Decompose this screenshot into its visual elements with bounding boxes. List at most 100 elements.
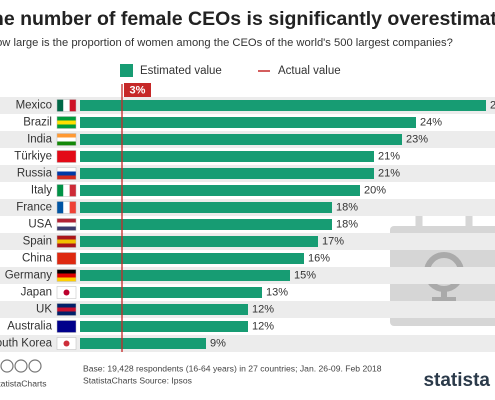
value-label: 18% xyxy=(336,218,358,230)
flag-part xyxy=(63,289,70,296)
bar xyxy=(80,117,416,128)
category-label: France xyxy=(16,202,52,214)
flag xyxy=(56,269,77,282)
flag-part xyxy=(57,320,76,325)
category-label: South Korea xyxy=(0,338,53,350)
bar xyxy=(80,168,374,179)
flag-part xyxy=(57,252,76,257)
category-label: UK xyxy=(36,304,52,316)
flag xyxy=(56,167,77,180)
flag-part xyxy=(57,235,76,240)
flag-part xyxy=(57,141,76,146)
value-label: 20% xyxy=(364,184,386,196)
flag-part xyxy=(69,201,76,214)
bar xyxy=(80,185,360,196)
flag xyxy=(56,303,77,316)
bar xyxy=(80,338,206,349)
flag-part xyxy=(63,340,70,347)
flag-part xyxy=(57,120,76,125)
flag-part xyxy=(57,256,76,261)
flag-part xyxy=(57,124,76,129)
flag-part xyxy=(57,307,76,312)
flag-part xyxy=(57,154,76,159)
value-label: 21% xyxy=(378,167,400,179)
value-label: 18% xyxy=(336,201,358,213)
flag-part xyxy=(57,99,64,112)
flag-border xyxy=(56,218,77,231)
flag-part xyxy=(57,116,76,121)
flag-part xyxy=(57,222,76,227)
value-label: 23% xyxy=(406,133,428,145)
flag xyxy=(56,286,77,299)
bar xyxy=(80,134,402,145)
flag-part xyxy=(57,273,76,278)
legend-label: Actual value xyxy=(278,65,341,77)
flag-part xyxy=(57,328,76,333)
flag-part xyxy=(57,184,64,197)
license-icons xyxy=(0,359,42,373)
flag xyxy=(56,99,77,112)
category-label: USA xyxy=(28,219,52,231)
reference-label-box xyxy=(124,83,151,97)
flag-part xyxy=(63,201,70,214)
chart-subtitle: How large is the proportion of women amo… xyxy=(0,37,453,49)
flag-part xyxy=(57,158,76,163)
flag-part xyxy=(57,303,76,308)
flag-border xyxy=(56,269,77,282)
value-label: 17% xyxy=(322,235,344,247)
flag-part xyxy=(57,324,76,329)
flag xyxy=(56,218,77,231)
flag-border xyxy=(56,320,77,333)
flag xyxy=(56,133,77,146)
flag xyxy=(56,150,77,163)
flag-part xyxy=(57,201,64,214)
value-label: 12% xyxy=(252,320,274,332)
value-label: 21% xyxy=(378,150,400,162)
category-label: Mexico xyxy=(16,100,52,112)
flag-part xyxy=(57,243,76,248)
flag xyxy=(56,337,77,350)
flag-border xyxy=(56,184,77,197)
flag-part xyxy=(69,99,76,112)
flag-part xyxy=(57,337,76,342)
flag-part xyxy=(57,260,76,265)
value-label: 13% xyxy=(266,286,288,298)
flag-part xyxy=(57,218,76,223)
flag xyxy=(56,235,77,248)
flag-border xyxy=(56,252,77,265)
flag-border xyxy=(56,133,77,146)
flag-border xyxy=(56,303,77,316)
flag-border xyxy=(56,116,77,129)
category-label: India xyxy=(27,134,53,146)
reference-label: 3% xyxy=(130,84,146,96)
flag-part xyxy=(57,171,76,176)
category-label: Russia xyxy=(17,168,53,180)
bar xyxy=(80,100,486,111)
chart-title: The number of female CEOs is significant… xyxy=(0,8,495,30)
flag-border xyxy=(56,167,77,180)
flag-part xyxy=(63,184,70,197)
bar xyxy=(80,304,248,315)
bar xyxy=(80,321,248,332)
bar xyxy=(80,236,318,247)
flag-part xyxy=(57,133,76,138)
flag-border xyxy=(56,99,77,112)
flag-border xyxy=(56,235,77,248)
category-label: Spain xyxy=(23,236,52,248)
bar xyxy=(80,253,304,264)
bar xyxy=(80,219,332,230)
bar xyxy=(80,270,290,281)
flag xyxy=(56,116,77,129)
flag xyxy=(56,320,77,333)
flag xyxy=(56,184,77,197)
bar xyxy=(80,287,262,298)
category-label: Australia xyxy=(7,321,52,333)
brand-logo: statista xyxy=(423,370,490,391)
flag-border xyxy=(56,150,77,163)
bar xyxy=(80,202,332,213)
category-label: Italy xyxy=(31,185,52,197)
legend-label: Estimated value xyxy=(140,65,222,77)
category-label: Japan xyxy=(21,287,52,299)
